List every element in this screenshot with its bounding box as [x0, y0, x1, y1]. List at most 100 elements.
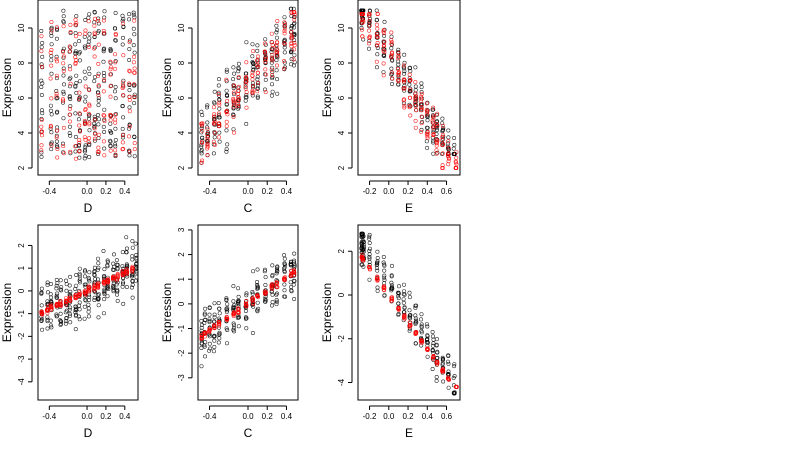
- observed-point: [374, 8, 379, 13]
- fitted-point: [61, 69, 66, 74]
- observed-point: [434, 128, 439, 133]
- fitted-point: [101, 139, 106, 144]
- observed-point: [121, 35, 126, 40]
- observed-point: [39, 318, 44, 323]
- observed-point: [54, 96, 59, 101]
- observed-point: [83, 76, 88, 81]
- observed-point: [413, 341, 418, 346]
- observed-point: [120, 284, 125, 289]
- observed-point: [199, 147, 204, 152]
- observed-point: [289, 289, 294, 294]
- fitted-point: [232, 83, 237, 88]
- observed-point: [216, 113, 221, 118]
- observed-point: [96, 29, 101, 34]
- observed-point: [68, 313, 73, 318]
- fitted-point: [92, 46, 97, 51]
- y-tick-label: 4: [337, 130, 346, 135]
- observed-point: [236, 61, 241, 66]
- observed-point: [87, 297, 92, 302]
- observed-point: [431, 337, 436, 342]
- fitted-point: [454, 162, 459, 167]
- fitted-point: [132, 82, 137, 87]
- fitted-point: [396, 51, 401, 56]
- observed-point: [96, 21, 101, 26]
- observed-point: [274, 267, 279, 272]
- x-tick-label: 0.4: [119, 412, 131, 421]
- observed-point: [408, 313, 413, 318]
- observed-point: [434, 362, 439, 367]
- observed-point: [132, 154, 137, 159]
- observed-point: [124, 235, 129, 240]
- observed-point: [83, 153, 88, 158]
- observed-point: [49, 33, 54, 38]
- observed-point: [270, 273, 275, 278]
- observed-point: [382, 33, 387, 38]
- observed-point: [120, 250, 125, 255]
- observed-point: [407, 82, 412, 87]
- fitted-point: [82, 122, 87, 127]
- observed-point: [396, 62, 401, 67]
- observed-point: [96, 103, 101, 108]
- observed-point: [131, 10, 136, 15]
- fitted-point: [48, 304, 53, 309]
- fitted-point: [96, 145, 101, 150]
- observed-point: [374, 17, 379, 22]
- fitted-point: [375, 40, 380, 45]
- fitted-point: [396, 72, 401, 77]
- fitted-point: [413, 330, 418, 335]
- fitted-point: [96, 93, 101, 98]
- observed-point: [435, 350, 440, 355]
- observed-point: [49, 25, 54, 30]
- observed-point: [382, 275, 387, 280]
- observed-point: [102, 9, 107, 14]
- fitted-point: [54, 135, 59, 140]
- observed-point: [434, 119, 439, 124]
- fitted-point: [108, 148, 113, 153]
- fitted-point: [381, 31, 386, 36]
- observed-point: [270, 300, 275, 305]
- observed-point: [205, 103, 210, 108]
- fitted-point: [112, 66, 117, 71]
- fitted-point: [282, 28, 287, 33]
- fitted-point: [113, 60, 118, 65]
- fitted-point: [446, 139, 451, 144]
- fitted-point: [402, 86, 407, 91]
- observed-point: [127, 153, 132, 158]
- fitted-point: [77, 90, 82, 95]
- observed-point: [202, 311, 207, 316]
- fitted-point: [95, 149, 100, 154]
- fitted-point: [105, 277, 110, 282]
- observed-point: [440, 152, 445, 157]
- observed-point: [73, 310, 78, 315]
- observed-point: [434, 343, 439, 348]
- observed-point: [414, 303, 419, 308]
- observed-point: [134, 257, 138, 262]
- fitted-point: [64, 296, 69, 301]
- fitted-point: [87, 136, 92, 141]
- observed-point: [67, 95, 72, 100]
- fitted-point: [49, 306, 54, 311]
- observed-point: [441, 137, 446, 142]
- observed-point: [78, 280, 83, 285]
- fitted-point: [205, 126, 210, 131]
- observed-point: [434, 337, 439, 342]
- observed-point: [402, 292, 407, 297]
- observed-point: [407, 66, 412, 71]
- observed-point: [120, 104, 125, 109]
- y-tick-label: 8: [17, 60, 26, 65]
- observed-point: [54, 133, 59, 138]
- observed-point: [39, 303, 44, 308]
- observed-point: [130, 245, 135, 250]
- fitted-point: [431, 133, 436, 138]
- observed-point: [420, 115, 425, 120]
- fitted-point: [389, 296, 394, 301]
- fitted-point: [419, 99, 424, 104]
- observed-point: [452, 364, 457, 369]
- fitted-point: [361, 18, 366, 23]
- observed-point: [131, 26, 136, 31]
- observed-point: [216, 300, 221, 305]
- observed-point: [54, 27, 59, 32]
- observed-point: [58, 278, 63, 283]
- observed-point: [199, 109, 204, 114]
- fitted-point: [73, 293, 78, 298]
